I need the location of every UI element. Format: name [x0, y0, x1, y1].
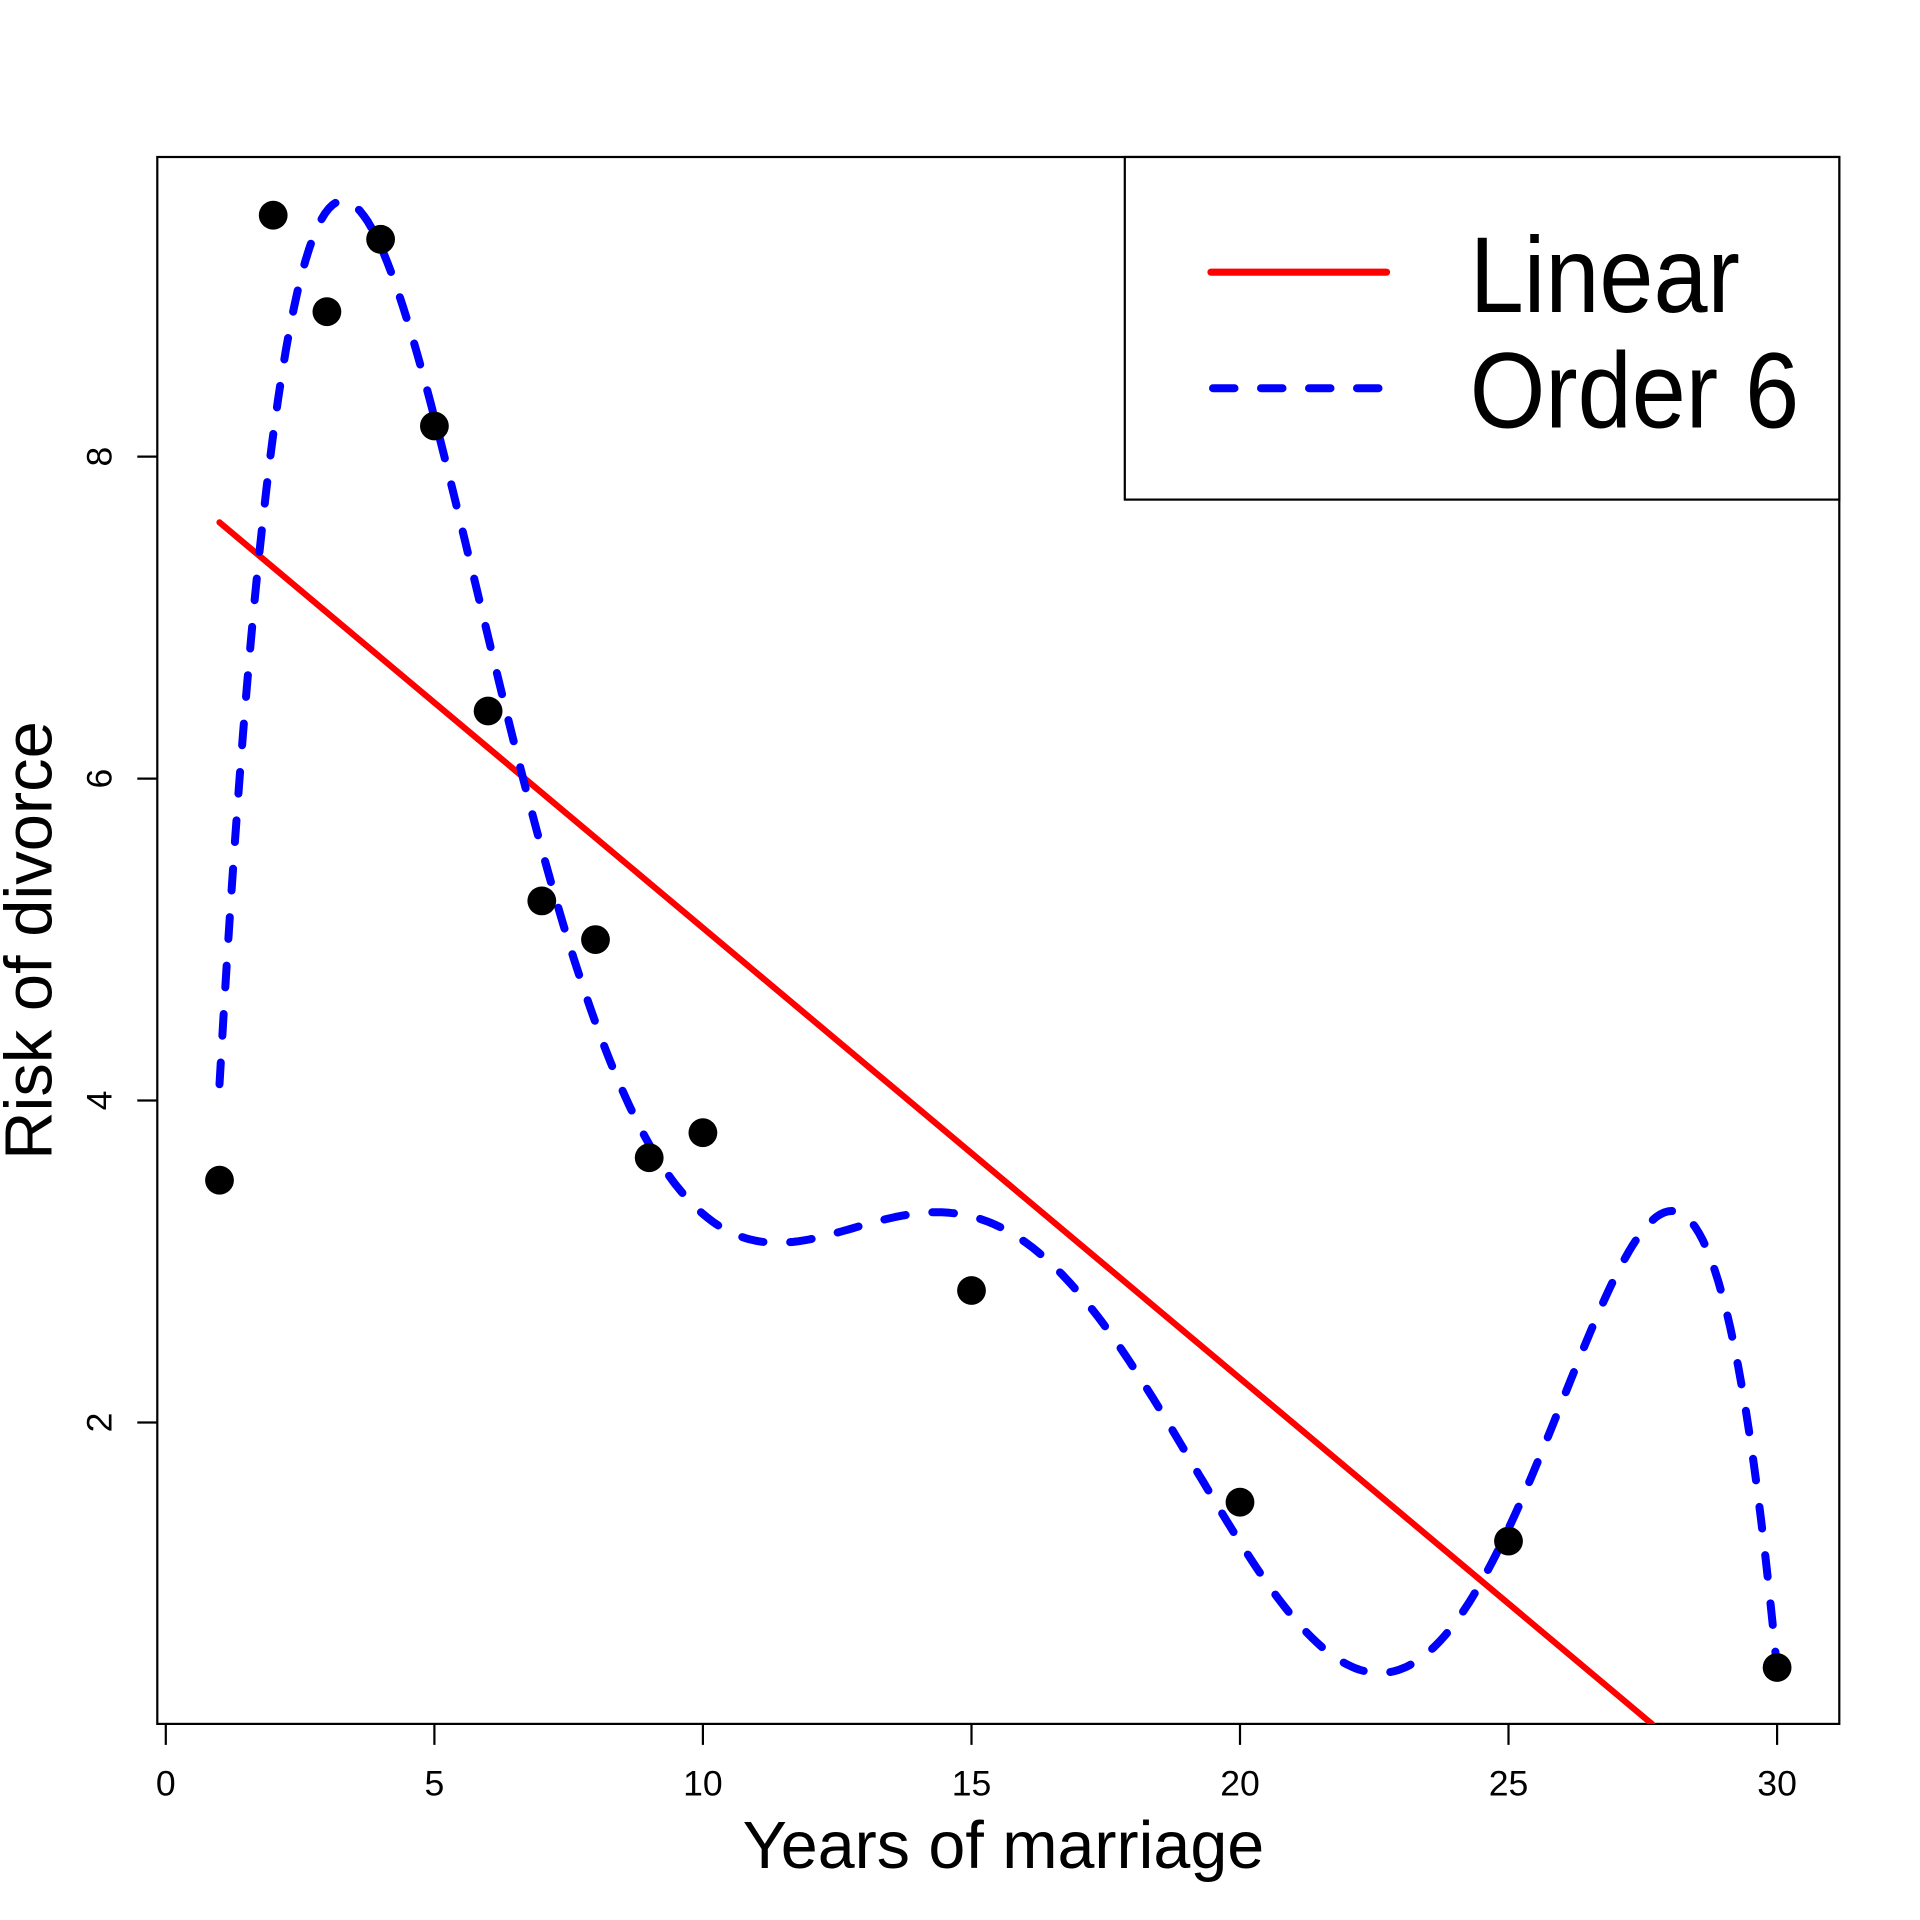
svg-text:10: 10 — [683, 1763, 723, 1803]
svg-text:4: 4 — [80, 1091, 120, 1111]
svg-text:25: 25 — [1489, 1763, 1529, 1803]
svg-text:Risk of divorce: Risk of divorce — [0, 721, 66, 1160]
svg-text:0: 0 — [156, 1763, 176, 1803]
svg-text:Linear: Linear — [1470, 214, 1740, 335]
svg-text:30: 30 — [1757, 1763, 1797, 1803]
svg-text:8: 8 — [80, 447, 120, 467]
svg-text:15: 15 — [952, 1763, 992, 1803]
svg-text:2: 2 — [80, 1413, 120, 1433]
svg-text:6: 6 — [80, 769, 120, 789]
svg-text:Years of marriage: Years of marriage — [743, 1809, 1265, 1883]
svg-text:5: 5 — [425, 1763, 445, 1803]
svg-text:Order 6: Order 6 — [1470, 330, 1800, 451]
svg-text:20: 20 — [1220, 1763, 1260, 1803]
